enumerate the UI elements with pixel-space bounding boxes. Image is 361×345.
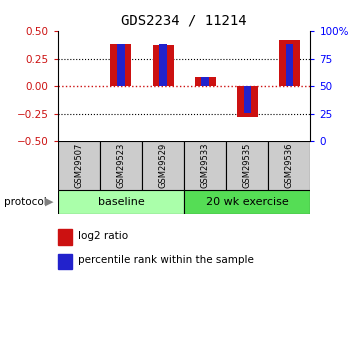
Text: 20 wk exercise: 20 wk exercise — [206, 197, 289, 207]
Text: ▶: ▶ — [44, 197, 53, 207]
Text: GSM29523: GSM29523 — [117, 143, 125, 188]
Bar — [159, 44, 167, 86]
Title: GDS2234 / 11214: GDS2234 / 11214 — [121, 13, 247, 27]
Text: baseline: baseline — [97, 197, 144, 207]
Text: GSM29507: GSM29507 — [74, 143, 83, 188]
Bar — [117, 44, 125, 86]
Bar — [100, 141, 142, 190]
Bar — [58, 190, 184, 214]
Bar — [142, 141, 184, 190]
Text: log2 ratio: log2 ratio — [78, 231, 128, 241]
Bar — [226, 141, 268, 190]
Text: percentile rank within the sample: percentile rank within the sample — [78, 256, 253, 265]
Bar — [268, 141, 310, 190]
Bar — [286, 44, 293, 86]
Text: GSM29533: GSM29533 — [201, 143, 210, 188]
Text: GSM29529: GSM29529 — [158, 143, 168, 188]
Bar — [184, 141, 226, 190]
Text: protocol: protocol — [4, 197, 46, 207]
Bar — [244, 86, 251, 112]
Bar — [201, 77, 209, 86]
Text: GSM29536: GSM29536 — [285, 143, 294, 188]
Bar — [58, 141, 100, 190]
Bar — [195, 77, 216, 86]
Text: GSM29535: GSM29535 — [243, 143, 252, 188]
Bar — [279, 40, 300, 86]
Bar — [110, 44, 131, 86]
Bar — [152, 46, 174, 86]
Bar — [184, 190, 310, 214]
Bar — [237, 86, 258, 117]
